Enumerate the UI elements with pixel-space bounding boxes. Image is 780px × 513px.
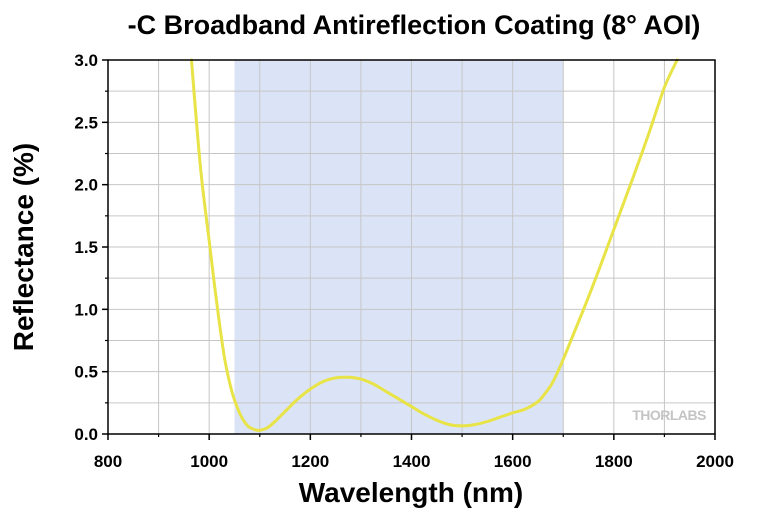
x-axis-label: Wavelength (nm) — [299, 477, 524, 508]
x-tick-label: 2000 — [696, 452, 734, 471]
y-tick-label: 3.0 — [74, 51, 98, 70]
y-tick-label: 1.5 — [74, 238, 98, 257]
x-tick-label: 1200 — [291, 452, 329, 471]
reflectance-curve — [190, 58, 679, 432]
x-tick-label: 800 — [94, 452, 122, 471]
thorlabs-watermark: THORLABS — [632, 407, 706, 423]
x-tick-label: 1000 — [190, 452, 228, 471]
y-tick-label: 0.5 — [74, 363, 98, 382]
chart-title: -C Broadband Antireflection Coating (8° … — [128, 10, 701, 40]
y-tick-label: 2.5 — [74, 113, 98, 132]
x-tick-label: 1800 — [595, 452, 633, 471]
plot-frame — [107, 59, 716, 435]
horizontal-gridlines — [108, 90, 715, 404]
x-tick-label: 1600 — [494, 452, 532, 471]
y-tick-label: 0.0 — [74, 425, 98, 444]
x-axis-ticks: 800 1000 1200 1400 1600 1800 2000 — [94, 434, 734, 471]
y-axis-label: Reflectance (%) — [8, 143, 39, 352]
y-axis-ticks: 0.0 0.5 1.0 1.5 2.0 2.5 3.0 — [74, 51, 108, 444]
y-tick-label: 1.0 — [74, 300, 98, 319]
y-tick-label: 2.0 — [74, 176, 98, 195]
x-tick-label: 1400 — [393, 452, 431, 471]
